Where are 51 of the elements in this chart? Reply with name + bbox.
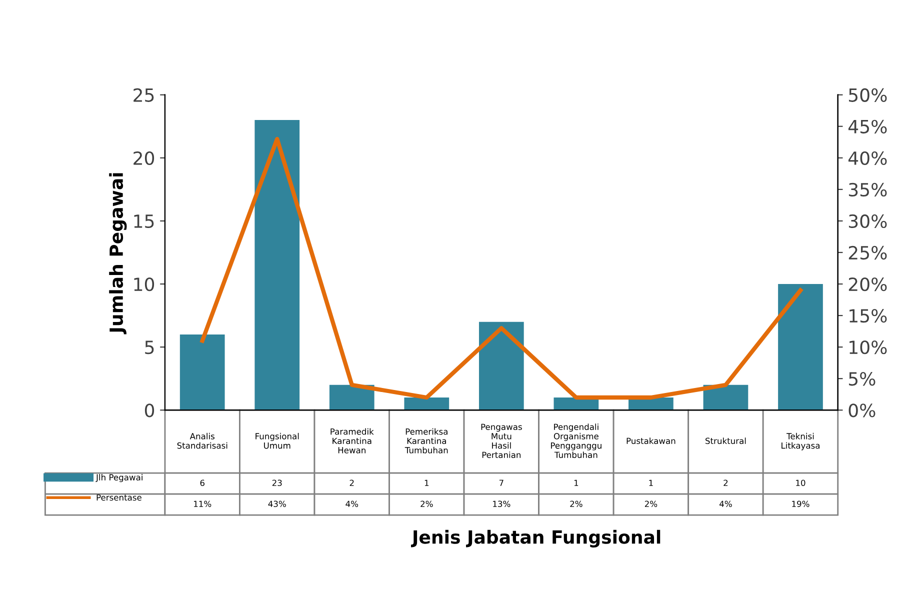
- y-axis-title: Jumlah Pegawai: [109, 173, 127, 334]
- data-label: 23: [272, 480, 282, 486]
- data-label: 11%: [194, 500, 212, 508]
- y2-tick-label: 30%: [848, 214, 887, 228]
- y2-tick-label: 0%: [848, 404, 876, 418]
- x-tick-label: Pengawas Mutu Hasil Pertanian: [481, 424, 522, 458]
- data-label: 1: [649, 480, 653, 486]
- bar: [404, 398, 450, 410]
- y-tick-label: 5: [145, 340, 154, 354]
- data-label: 2%: [570, 500, 582, 508]
- data-label: 2%: [420, 500, 433, 508]
- y2-tick-label: 10%: [850, 340, 887, 354]
- data-label: 2%: [644, 500, 658, 508]
- y-tick-label: 20: [134, 151, 154, 165]
- data-label: 2: [724, 480, 728, 486]
- y-tick-label: 0: [144, 404, 154, 418]
- data-label: 2: [350, 480, 354, 486]
- x-tick-label: Pustakawan: [626, 438, 676, 444]
- x-tick-label: Pengendali Organisme Pengganggu Tumbuhan: [551, 424, 602, 458]
- y2-tick-label: 50%: [848, 88, 887, 102]
- y-tick-label: 10: [134, 277, 154, 292]
- data-label: 13%: [493, 500, 510, 508]
- legend-label: Jlh Pegawai: [96, 474, 142, 482]
- text: Jenis Jabatan Fungsional: [410, 530, 660, 548]
- x-tick-label: Pemeriksa Karantina Tumbuhan: [404, 428, 448, 454]
- x-tick-label: Analis Standarisasi: [177, 432, 228, 449]
- line-series: [200, 136, 803, 400]
- bar: [329, 384, 374, 410]
- y2-tick-label: 25%: [848, 246, 887, 260]
- y2-tick-label: 40%: [848, 151, 887, 165]
- y-tick-label: 15: [134, 214, 154, 228]
- data-label: 6: [200, 480, 204, 486]
- data-label: 4%: [346, 500, 358, 508]
- data-label: 19%: [792, 500, 810, 508]
- x-tick-label: Struktural: [706, 438, 746, 444]
- y2-tick-label: 45%: [848, 120, 887, 134]
- y2-tick-label: 20%: [848, 277, 887, 292]
- data-label: 10: [796, 480, 806, 486]
- data-label: 7: [499, 480, 504, 486]
- y2-tick-label: 5%: [848, 372, 876, 386]
- data-label: 1: [424, 480, 429, 486]
- y2-tick-label: 15%: [850, 308, 887, 323]
- y-tick-label: 25: [134, 88, 154, 102]
- x-tick-label: Teknisi Litkayasa: [782, 432, 820, 450]
- x-tick-label: Fungsional Umum: [256, 432, 299, 449]
- x-tick-label: Paramedik Karantina Hewan: [330, 428, 374, 454]
- data-label: 1: [574, 480, 578, 486]
- data-label: 43%: [268, 500, 286, 508]
- data-label: 4%: [720, 500, 732, 508]
- y2-tick-label: 35%: [848, 182, 887, 197]
- legend-label: Persentase: [96, 494, 142, 501]
